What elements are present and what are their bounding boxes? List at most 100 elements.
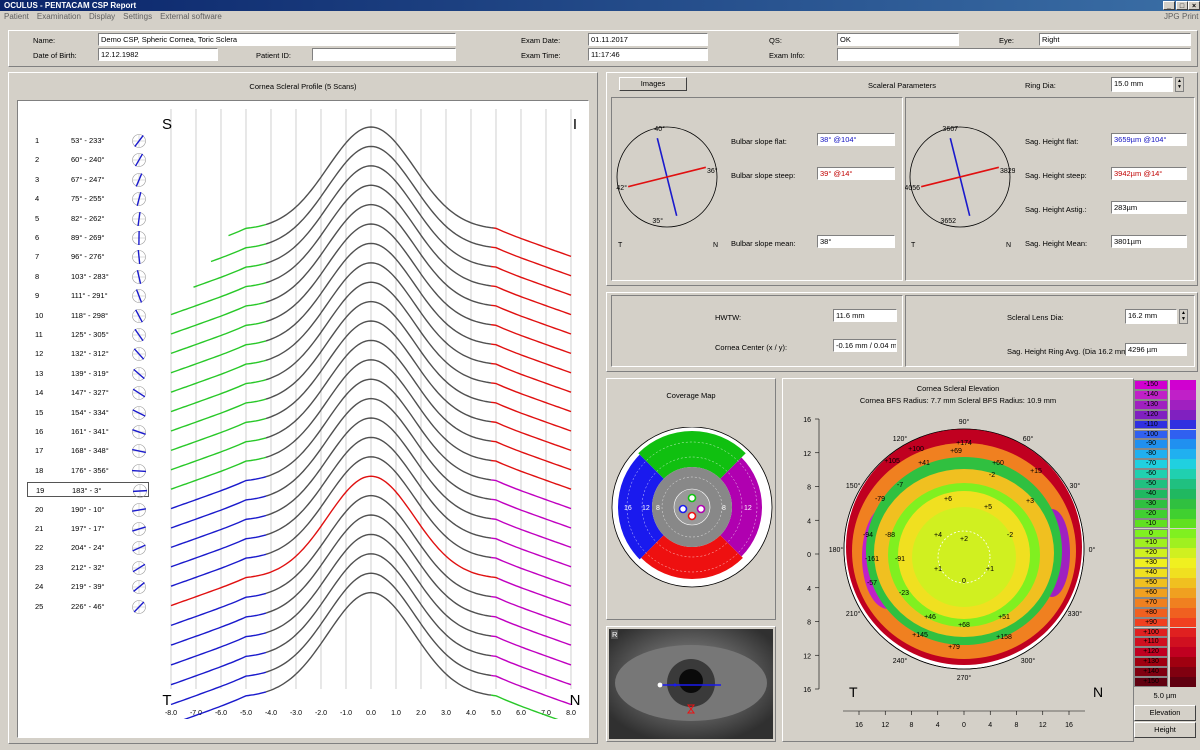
- tab-elevation[interactable]: Elevation: [1134, 705, 1196, 721]
- profile-curve: [490, 479, 572, 510]
- scan-row[interactable]: 10 118° - 298°: [27, 308, 149, 323]
- ring-dia-field[interactable]: 15.0 mm: [1111, 77, 1173, 92]
- scan-row[interactable]: 19 183° - 3°: [27, 482, 149, 499]
- scan-row[interactable]: 8 103° - 283°: [27, 269, 149, 284]
- dial-axis: [920, 166, 1000, 188]
- scale-swatch: [1170, 380, 1196, 390]
- x-tick-label: -3.0: [290, 710, 302, 717]
- exam-time-field[interactable]: 11:17:46: [588, 48, 708, 61]
- dial-label-bottom: 3652: [940, 218, 956, 225]
- qs-field[interactable]: OK: [837, 33, 959, 46]
- exam-date-field[interactable]: 01.11.2017: [588, 33, 708, 46]
- menu-print[interactable]: Print: [1182, 12, 1199, 21]
- menu-jpg[interactable]: JPG: [1164, 12, 1180, 21]
- scan-range: 161° - 341°: [71, 427, 109, 436]
- scan-row[interactable]: 6 89° - 269°: [27, 230, 149, 246]
- scan-row[interactable]: 15 154° - 334°: [27, 405, 149, 420]
- profile-curve: [170, 359, 267, 393]
- menu-patient[interactable]: Patient: [4, 12, 29, 21]
- profile-curve: [265, 436, 492, 539]
- scan-row[interactable]: 1 53° - 233°: [27, 133, 149, 148]
- scan-number: 5: [35, 213, 40, 223]
- menu-external-software[interactable]: External software: [160, 12, 222, 21]
- scan-row[interactable]: 5 82° - 262°: [27, 211, 149, 226]
- scale-swatch: [1170, 498, 1196, 509]
- scale-swatch: [1170, 389, 1196, 400]
- name-field[interactable]: Demo CSP, Spheric Cornea, Toric Sclera: [98, 33, 456, 46]
- scan-row[interactable]: 9 111° - 291°: [27, 288, 149, 304]
- scan-number: 24: [35, 582, 44, 592]
- scan-row[interactable]: 20 190° - 10°: [27, 502, 149, 517]
- scan-number: 15: [35, 407, 44, 417]
- patient-header: Name: Demo CSP, Spheric Cornea, Toric Sc…: [8, 30, 1198, 67]
- eye-field[interactable]: Right: [1039, 33, 1191, 46]
- patient-id-field[interactable]: [312, 48, 456, 61]
- scan-row[interactable]: 3 67° - 247°: [27, 172, 149, 187]
- menu-settings[interactable]: Settings: [123, 12, 153, 21]
- sag-mean-field[interactable]: 3801µm: [1111, 235, 1187, 248]
- scan-row[interactable]: 21 197° - 17°: [27, 521, 149, 536]
- scan-row[interactable]: 17 168° - 348°: [27, 443, 149, 459]
- scan-number: 14: [35, 388, 44, 398]
- sag-steep-field[interactable]: 3942µm @14°: [1111, 167, 1187, 180]
- menu-examination[interactable]: Examination: [36, 12, 81, 21]
- scan-row[interactable]: 18 176° - 356°: [27, 463, 149, 478]
- scan-number: 22: [35, 543, 44, 553]
- profile-curve: [265, 397, 492, 500]
- ring-dia-spinner[interactable]: ▲ ▼: [1175, 77, 1184, 92]
- scan-row[interactable]: 14 147° - 327°: [27, 385, 149, 401]
- scan-row[interactable]: 13 139° - 319°: [27, 366, 149, 381]
- scan-row[interactable]: 23 212° - 32°: [27, 560, 149, 575]
- sag-ring-avg-field[interactable]: 4296 µm: [1125, 343, 1187, 356]
- scan-row[interactable]: 7 96° - 276°: [27, 249, 149, 265]
- elev-value: +60: [992, 460, 1004, 467]
- scale-swatch: [1170, 578, 1196, 588]
- hwtw-field[interactable]: 11.6 mm: [833, 309, 897, 322]
- bulbar-flat-field[interactable]: 38° @104°: [817, 133, 895, 146]
- scleral-lens-dia-spinner[interactable]: ▲ ▼: [1179, 309, 1188, 324]
- tab-height[interactable]: Height: [1134, 722, 1196, 738]
- sag-flat-field[interactable]: 3659µm @104°: [1111, 133, 1187, 146]
- coverage-sector: [641, 535, 743, 579]
- camera-marker: [673, 683, 677, 687]
- menu-display[interactable]: Display: [88, 12, 116, 21]
- scale-entry: +40: [1134, 568, 1196, 578]
- scale-value: +130: [1134, 657, 1168, 668]
- elev-value: +145: [912, 632, 928, 639]
- scan-row[interactable]: 11 125° - 305°: [27, 327, 149, 342]
- profile-curve: [490, 421, 572, 452]
- scan-row[interactable]: 16 161° - 341°: [27, 424, 149, 439]
- scan-number: 6: [35, 233, 40, 242]
- exam-info-field[interactable]: [837, 48, 1191, 61]
- coverage-label: 12: [744, 505, 752, 512]
- bulbar-mean-field[interactable]: 38°: [817, 235, 895, 248]
- scan-row[interactable]: 22 204° - 24°: [27, 540, 149, 556]
- images-button[interactable]: Images: [619, 77, 687, 91]
- sag-astig-field[interactable]: 283µm: [1111, 201, 1187, 214]
- scan-row[interactable]: 24 219° - 39°: [27, 579, 149, 595]
- scan-row[interactable]: 4 75° - 255°: [27, 191, 149, 207]
- scan-orientation-icon: [132, 289, 146, 304]
- elev-corner-n: N: [1093, 684, 1103, 700]
- scan-row[interactable]: 12 132° - 312°: [27, 346, 149, 362]
- scan-orientation-icon: [132, 366, 146, 381]
- close-button[interactable]: ×: [1188, 1, 1200, 10]
- scan-number: 23: [35, 562, 44, 572]
- profile-curve: [490, 635, 572, 666]
- scale-entry: 0: [1134, 528, 1196, 539]
- x-tick-label: 0.0: [366, 710, 376, 717]
- scan-row[interactable]: 25 226° - 46°: [27, 599, 149, 614]
- maximize-button[interactable]: □: [1176, 1, 1188, 10]
- scan-row[interactable]: 2 60° - 240°: [27, 152, 149, 168]
- minimize-button[interactable]: _: [1163, 1, 1175, 10]
- bulbar-steep-field[interactable]: 39° @14°: [817, 167, 895, 180]
- scleral-lens-dia-field[interactable]: 16.2 mm: [1125, 309, 1177, 324]
- scale-value: -90: [1134, 439, 1168, 450]
- profile-curve: [170, 514, 267, 549]
- scan-orientation-icon: [132, 522, 146, 536]
- profile-curve: [265, 456, 492, 559]
- cornea-center-field[interactable]: -0.16 mm / 0.04 mm: [833, 339, 897, 352]
- scale-swatch: [1170, 667, 1196, 677]
- dob-field[interactable]: 12.12.1982: [98, 48, 218, 61]
- elev-value: +1: [986, 566, 994, 573]
